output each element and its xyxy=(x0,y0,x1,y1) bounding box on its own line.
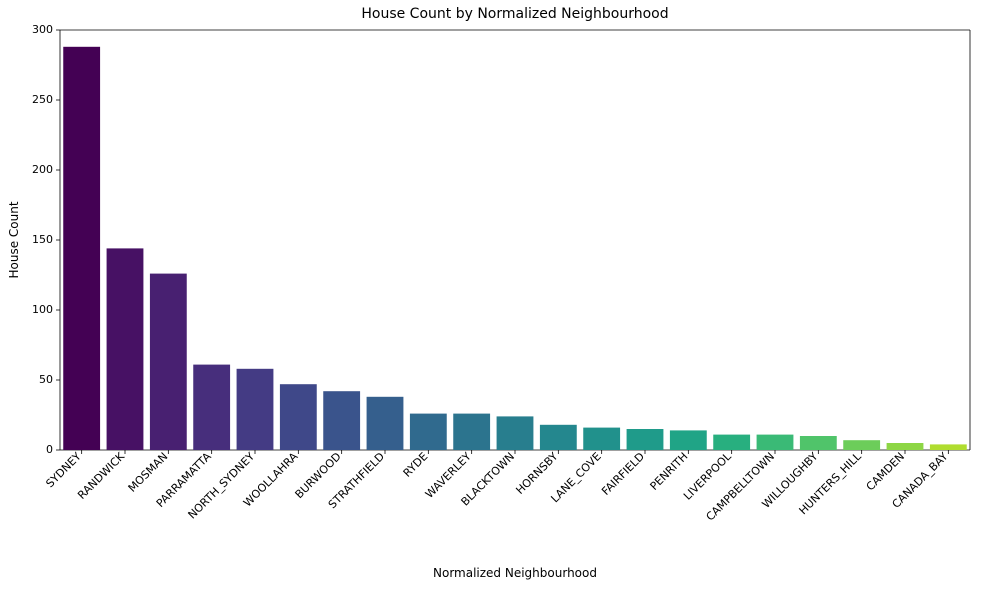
bar xyxy=(627,429,664,450)
y-axis-label: House Count xyxy=(7,201,21,278)
y-tick-label: 100 xyxy=(32,303,53,316)
bar xyxy=(757,435,794,450)
bar xyxy=(63,47,100,450)
bar xyxy=(887,443,924,450)
y-tick-label: 0 xyxy=(46,443,53,456)
bar xyxy=(150,274,187,450)
bar xyxy=(497,416,534,450)
y-tick-label: 150 xyxy=(32,233,53,246)
chart-container: 050100150200250300SYDNEYRANDWICKMOSMANPA… xyxy=(0,0,990,591)
bar xyxy=(237,369,274,450)
y-tick-label: 50 xyxy=(39,373,53,386)
bar xyxy=(843,440,880,450)
x-axis-label: Normalized Neighbourhood xyxy=(433,566,597,580)
bar xyxy=(713,435,750,450)
x-tick-label: FAIRFIELD xyxy=(599,450,647,498)
x-tick-label: MOSMAN xyxy=(126,450,171,495)
bar xyxy=(367,397,404,450)
bar xyxy=(540,425,577,450)
bar xyxy=(930,444,967,450)
x-tick-label: PENRITH xyxy=(648,450,691,493)
bar xyxy=(800,436,837,450)
y-tick-label: 200 xyxy=(32,163,53,176)
bar xyxy=(583,428,620,450)
y-tick-label: 250 xyxy=(32,93,53,106)
y-tick-label: 300 xyxy=(32,23,53,36)
bar xyxy=(280,384,317,450)
bar xyxy=(410,414,447,450)
x-tick-label: RYDE xyxy=(401,450,431,480)
x-tick-label: CAMDEN xyxy=(864,450,907,493)
bar xyxy=(107,248,144,450)
bar-chart: 050100150200250300SYDNEYRANDWICKMOSMANPA… xyxy=(0,0,990,591)
x-tick-label: RANDWICK xyxy=(75,449,127,501)
bars-group xyxy=(63,47,967,450)
bar xyxy=(670,430,707,450)
bar xyxy=(193,365,230,450)
bar xyxy=(453,414,490,450)
chart-title: House Count by Normalized Neighbourhood xyxy=(361,6,668,22)
bar xyxy=(323,391,360,450)
